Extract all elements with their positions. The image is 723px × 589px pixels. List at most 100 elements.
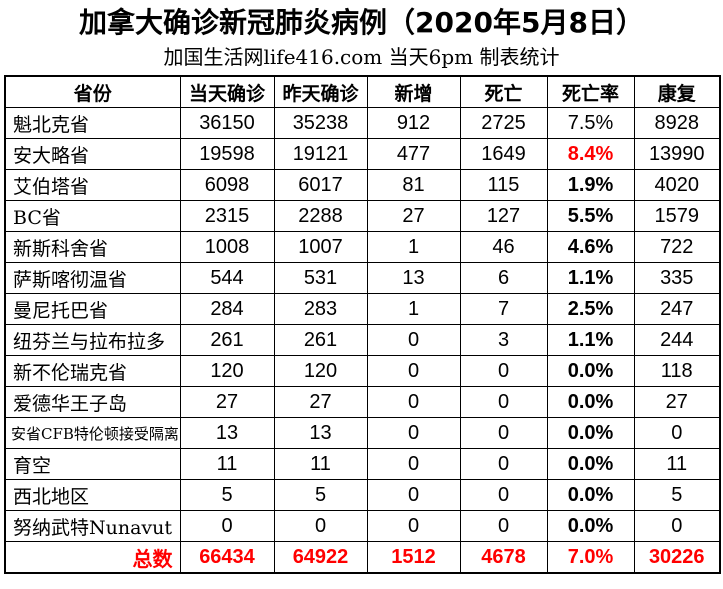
death-rate-cell: 0.0% [546,355,635,387]
deaths-cell: 0 [459,386,548,418]
new-cases-cell: 0 [366,355,461,387]
total-today-cell: 66434 [179,541,275,574]
new-cases-cell: 477 [366,138,461,170]
new-cases-cell: 13 [366,262,461,294]
recovered-cell: 27 [633,386,721,418]
yesterday-confirmed-cell: 19121 [273,138,368,170]
total-recovered-cell: 30226 [633,541,721,574]
table-row: 新不伦瑞克省 120 120 0 0 0.0% 118 [4,355,721,387]
death-rate-cell: 0.0% [546,417,635,449]
total-yesterday-cell: 64922 [273,541,368,574]
yesterday-confirmed-cell: 120 [273,355,368,387]
table-row: 纽芬兰与拉布拉多 261 261 0 3 1.1% 244 [4,324,721,356]
yesterday-confirmed-cell: 2288 [273,200,368,232]
table-row: 魁北克省 36150 35238 912 2725 7.5% 8928 [4,107,721,139]
new-cases-cell: 0 [366,386,461,418]
today-confirmed-cell: 2315 [179,200,275,232]
recovered-cell: 335 [633,262,721,294]
table-row: 新斯科舍省 1008 1007 1 46 4.6% 722 [4,231,721,263]
death-rate-cell: 1.1% [546,262,635,294]
table-row: 安大略省 19598 19121 477 1649 8.4% 13990 [4,138,721,170]
new-cases-cell: 1 [366,231,461,263]
recovered-cell: 0 [633,510,721,542]
death-rate-cell: 0.0% [546,479,635,511]
yesterday-confirmed-cell: 1007 [273,231,368,263]
column-header: 当天确诊 [179,75,275,108]
deaths-cell: 0 [459,417,548,449]
column-header: 死亡率 [546,75,635,108]
new-cases-cell: 0 [366,510,461,542]
page-subtitle: 加国生活网life416.com 当天6pm 制表统计 [163,45,560,69]
table-head: 省份 当天确诊 昨天确诊 新增 死亡 死亡率 康复 [4,75,721,108]
yesterday-confirmed-cell: 6017 [273,169,368,201]
total-new-cell: 1512 [366,541,461,574]
column-header: 昨天确诊 [273,75,368,108]
today-confirmed-cell: 27 [179,386,275,418]
province-cell: 魁北克省 [4,107,181,139]
recovered-cell: 4020 [633,169,721,201]
deaths-cell: 0 [459,479,548,511]
death-rate-cell: 1.9% [546,169,635,201]
deaths-cell: 115 [459,169,548,201]
province-cell: BC省 [4,200,181,232]
table-row: 爱德华王子岛 27 27 0 0 0.0% 27 [4,386,721,418]
yesterday-confirmed-cell: 0 [273,510,368,542]
new-cases-cell: 1 [366,293,461,325]
province-cell: 曼尼托巴省 [4,293,181,325]
recovered-cell: 11 [633,448,721,480]
death-rate-cell: 2.5% [546,293,635,325]
recovered-cell: 0 [633,417,721,449]
today-confirmed-cell: 11 [179,448,275,480]
deaths-cell: 6 [459,262,548,294]
new-cases-cell: 0 [366,417,461,449]
yesterday-confirmed-cell: 13 [273,417,368,449]
yesterday-confirmed-cell: 35238 [273,107,368,139]
recovered-cell: 722 [633,231,721,263]
province-cell: 爱德华王子岛 [4,386,181,418]
today-confirmed-cell: 261 [179,324,275,356]
death-rate-cell: 1.1% [546,324,635,356]
yesterday-confirmed-cell: 531 [273,262,368,294]
new-cases-cell: 0 [366,448,461,480]
yesterday-confirmed-cell: 11 [273,448,368,480]
recovered-cell: 1579 [633,200,721,232]
province-cell: 艾伯塔省 [4,169,181,201]
province-cell: 育空 [4,448,181,480]
recovered-cell: 13990 [633,138,721,170]
new-cases-cell: 912 [366,107,461,139]
table-row: 努纳武特Nunavut 0 0 0 0 0.0% 0 [4,510,721,542]
yesterday-confirmed-cell: 27 [273,386,368,418]
province-cell: 萨斯喀彻温省 [4,262,181,294]
deaths-cell: 127 [459,200,548,232]
today-confirmed-cell: 1008 [179,231,275,263]
yesterday-confirmed-cell: 5 [273,479,368,511]
province-cell: 西北地区 [4,479,181,511]
recovered-cell: 8928 [633,107,721,139]
covid-stats-table: 省份 当天确诊 昨天确诊 新增 死亡 死亡率 康复 魁北克省 36150 35238 912 272… [4,75,721,574]
new-cases-cell: 81 [366,169,461,201]
death-rate-cell: 0.0% [546,386,635,418]
province-cell: 努纳武特Nunavut [4,510,181,542]
today-confirmed-cell: 0 [179,510,275,542]
deaths-cell: 46 [459,231,548,263]
table-body: 魁北克省 36150 35238 912 2725 7.5% 8928 安大略省 19598 19… [4,107,721,574]
table-row: 艾伯塔省 6098 6017 81 115 1.9% 4020 [4,169,721,201]
header-row: 省份 当天确诊 昨天确诊 新增 死亡 死亡率 康复 [4,75,721,108]
total-label-cell: 总数 [4,541,181,574]
table-row: 安省CFB特伦顿接受隔离 13 13 0 0 0.0% 0 [4,417,721,449]
deaths-cell: 7 [459,293,548,325]
today-confirmed-cell: 544 [179,262,275,294]
death-rate-cell: 5.5% [546,200,635,232]
province-cell: 新不伦瑞克省 [4,355,181,387]
death-rate-cell: 4.6% [546,231,635,263]
death-rate-cell: 0.0% [546,510,635,542]
new-cases-cell: 0 [366,324,461,356]
province-cell: 安省CFB特伦顿接受隔离 [4,417,181,449]
total-rate-cell: 7.0% [546,541,635,574]
deaths-cell: 2725 [459,107,548,139]
table-row: 西北地区 5 5 0 0 0.0% 5 [4,479,721,511]
province-cell: 新斯科舍省 [4,231,181,263]
deaths-cell: 0 [459,448,548,480]
recovered-cell: 244 [633,324,721,356]
